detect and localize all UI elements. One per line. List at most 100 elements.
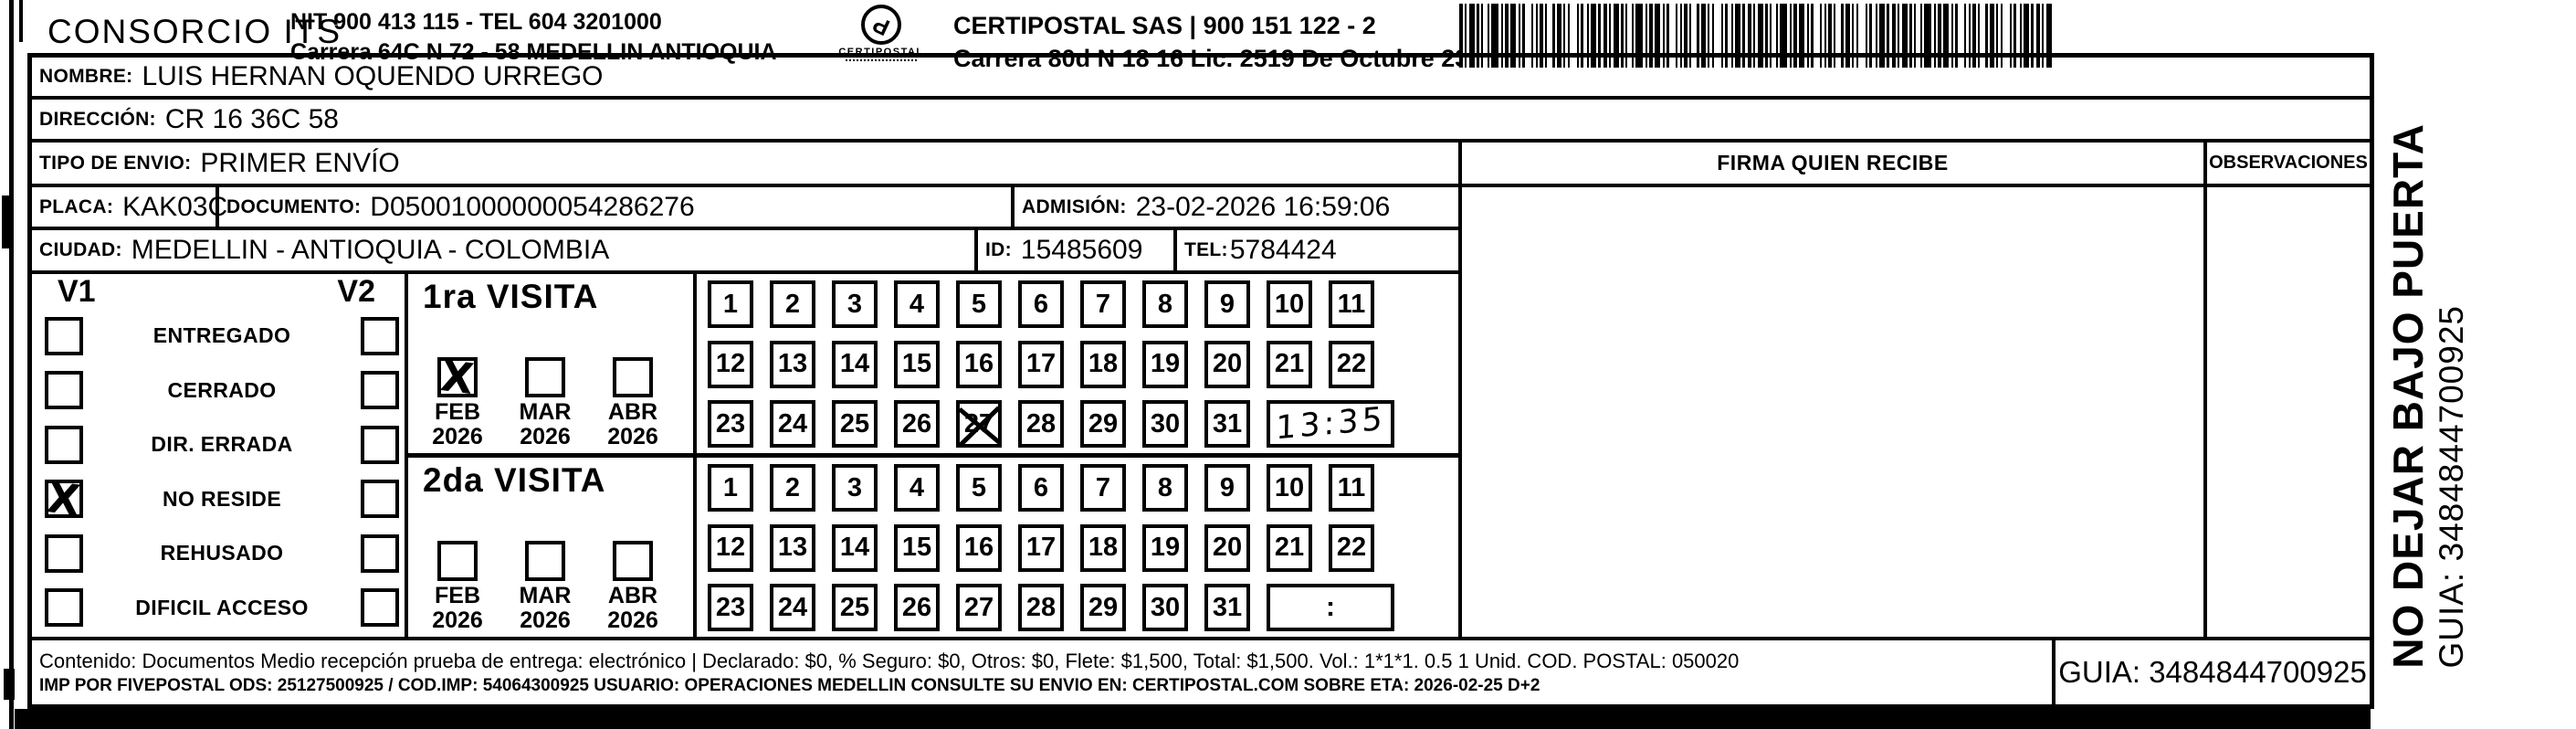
day-box-10: 10 bbox=[1267, 464, 1312, 512]
shipment-details: Contenido: Documentos Medio recepción pr… bbox=[32, 640, 2052, 704]
nombre-row: NOMBRE: LUIS HERNAN OQUENDO URREGO bbox=[32, 58, 2370, 100]
certipostal-logo-tagline bbox=[846, 59, 917, 61]
id-value: 15485609 bbox=[1020, 235, 1143, 265]
second-visit-months: 2da VISITA FEB 2026 MAR bbox=[408, 458, 697, 637]
second-visit-month-mar: MAR 2026 bbox=[510, 541, 580, 633]
cerrado-v1-checkbox bbox=[45, 371, 83, 410]
day-box-1: 1 bbox=[708, 280, 753, 328]
day-box-8: 8 bbox=[1142, 280, 1188, 328]
contenido-line: Contenido: Documentos Medio recepción pr… bbox=[39, 649, 1740, 672]
day-box-31: 31 bbox=[1204, 400, 1250, 448]
day-box-28: 28 bbox=[1018, 584, 1064, 631]
status-row-cerrado: CERRADO bbox=[45, 364, 399, 418]
placa-value: KAK03C bbox=[122, 191, 228, 222]
direccion-value: CR 16 36C 58 bbox=[164, 103, 339, 134]
day-box-22: 22 bbox=[1329, 523, 1374, 572]
delivery-status-column: V1 V2 ENTREGADO CERRADO bbox=[32, 274, 408, 637]
ciudad-row: CIUDAD: MEDELLIN - ANTIOQUIA - COLOMBIA … bbox=[32, 230, 1458, 274]
calendar-row: 12 13 14 15 16 17 18 19 20 21 22 bbox=[708, 523, 1458, 572]
day-box-14: 14 bbox=[832, 523, 878, 572]
mar-checkbox bbox=[525, 541, 565, 581]
day-box-5: 5 bbox=[956, 464, 1002, 512]
no-reside-v2-checkbox bbox=[361, 480, 399, 519]
day-box-30: 30 bbox=[1142, 584, 1188, 631]
day-box-4: 4 bbox=[894, 280, 940, 328]
consorcio-nit-line: NIT 900 413 115 - TEL 604 3201000 bbox=[290, 9, 662, 35]
firma-column: FIRMA QUIEN RECIBE bbox=[1462, 143, 2207, 637]
day-box-7: 7 bbox=[1080, 464, 1126, 512]
observaciones-header: OBSERVACIONES bbox=[2207, 143, 2370, 187]
day-box-21: 21 bbox=[1267, 523, 1312, 572]
day-box-13: 13 bbox=[770, 340, 815, 388]
day-box-17: 17 bbox=[1018, 340, 1064, 388]
dificil-acceso-v2-checkbox bbox=[361, 588, 399, 628]
status-row-dir-errada: DIR. ERRADA bbox=[45, 417, 399, 472]
cerrado-v2-checkbox bbox=[361, 371, 399, 410]
day-box-12: 12 bbox=[708, 523, 753, 572]
day-box-6: 6 bbox=[1018, 280, 1064, 328]
admision-cell: ADMISIÓN: 23-02-2026 16:59:06 bbox=[1015, 187, 1458, 227]
day-box-12: 12 bbox=[708, 340, 753, 388]
observaciones-empty-area bbox=[2207, 187, 2370, 637]
day-box-5: 5 bbox=[956, 280, 1002, 328]
day-box-15: 15 bbox=[894, 340, 940, 388]
day-box-24: 24 bbox=[770, 584, 815, 631]
tracking-barcode bbox=[1459, 4, 2052, 68]
day-box-23: 23 bbox=[708, 400, 753, 448]
day-box-23: 23 bbox=[708, 584, 753, 631]
dir-errada-v2-checkbox bbox=[361, 425, 399, 464]
rehusado-v2-checkbox bbox=[361, 534, 399, 573]
scan-edge-mark bbox=[19, 0, 23, 42]
imp-line: IMP POR FIVEPOSTAL ODS: 25127500925 / CO… bbox=[39, 675, 1540, 695]
day-box-21: 21 bbox=[1267, 340, 1312, 388]
day-box-28: 28 bbox=[1018, 400, 1064, 448]
first-visit-month-mar: MAR 2026 bbox=[510, 357, 580, 449]
day-box-18: 18 bbox=[1080, 340, 1126, 388]
abr-checkbox bbox=[613, 357, 653, 397]
entregado-v2-checkbox bbox=[361, 316, 399, 355]
scan-edge-line bbox=[9, 0, 14, 729]
day-box-17: 17 bbox=[1018, 523, 1064, 572]
documento-value: D05001000000054286276 bbox=[370, 191, 695, 222]
v1-header: V1 bbox=[58, 274, 96, 309]
documento-cell: DOCUMENTO: D05001000000054286276 bbox=[219, 187, 1015, 227]
calendar-row: 1 2 3 4 5 6 7 8 9 10 11 bbox=[708, 464, 1458, 512]
tipo-envio-label: TIPO DE ENVIO: bbox=[39, 152, 192, 174]
placa-cell: PLACA: KAK03C bbox=[32, 187, 227, 227]
rehusado-v1-checkbox bbox=[45, 534, 83, 573]
admision-value: 23-02-2026 16:59:06 bbox=[1135, 191, 1391, 222]
tel-label: TEL: bbox=[1184, 239, 1228, 260]
placa-label: PLACA: bbox=[39, 195, 114, 217]
status-row-rehusado: REHUSADO bbox=[45, 526, 399, 581]
documento-label: DOCUMENTO: bbox=[226, 195, 362, 217]
day-box-29: 29 bbox=[1080, 400, 1126, 448]
day-box-24: 24 bbox=[770, 400, 815, 448]
firma-empty-area bbox=[1462, 187, 2203, 637]
nombre-value: LUIS HERNAN OQUENDO URREGO bbox=[142, 61, 604, 91]
visit-columns-header: V1 V2 bbox=[45, 276, 399, 309]
no-reside-v1-checkbox: X bbox=[45, 472, 83, 526]
day-box-9: 9 bbox=[1204, 464, 1250, 512]
visit-time-box: : bbox=[1267, 584, 1394, 631]
day-box-1: 1 bbox=[708, 464, 753, 512]
visits-section: V1 V2 ENTREGADO CERRADO bbox=[32, 274, 1458, 637]
guia-number-box: GUIA: 3484844700925 bbox=[2052, 640, 2370, 704]
calendar-row: 23 24 25 26 27 28 29 30 31: bbox=[708, 584, 1458, 631]
day-box-7: 7 bbox=[1080, 280, 1126, 328]
status-row-no-reside: X NO RESIDE bbox=[45, 472, 399, 527]
first-visit-month-feb: X FEB 2026 bbox=[432, 351, 483, 449]
day-box-2: 2 bbox=[770, 280, 815, 328]
day-box-8: 8 bbox=[1142, 464, 1188, 512]
second-visit-title: 2da VISITA bbox=[423, 461, 606, 499]
certipostal-logo-icon: P bbox=[861, 5, 901, 45]
day-box-13: 13 bbox=[770, 523, 815, 572]
feb-checkbox: X bbox=[437, 351, 478, 404]
visit-time-box: 13:35 bbox=[1267, 400, 1394, 448]
firma-header: FIRMA QUIEN RECIBE bbox=[1462, 143, 2203, 187]
day-box-25: 25 bbox=[832, 400, 878, 448]
footer-band: Contenido: Documentos Medio recepción pr… bbox=[32, 637, 2370, 704]
scan-edge-blob bbox=[2, 195, 10, 248]
day-box-29: 29 bbox=[1080, 584, 1126, 631]
calendar-row: 12 13 14 15 16 17 18 19 20 21 22 bbox=[708, 340, 1458, 388]
day-box-18: 18 bbox=[1080, 523, 1126, 572]
